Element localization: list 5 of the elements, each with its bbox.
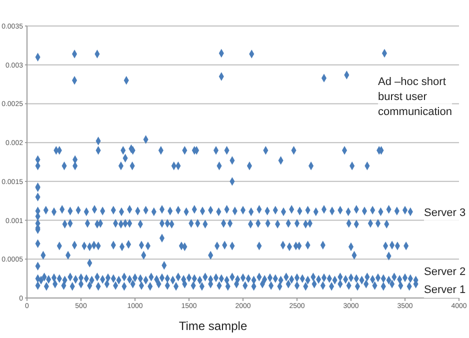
annotation: Server 1 [424,283,466,298]
annotation: Server 3 [424,206,466,221]
x-axis-title: Time sample [178,319,248,333]
annotation: Server 2 [424,265,466,280]
annotation: Ad –hoc short burst user communication [378,75,452,120]
